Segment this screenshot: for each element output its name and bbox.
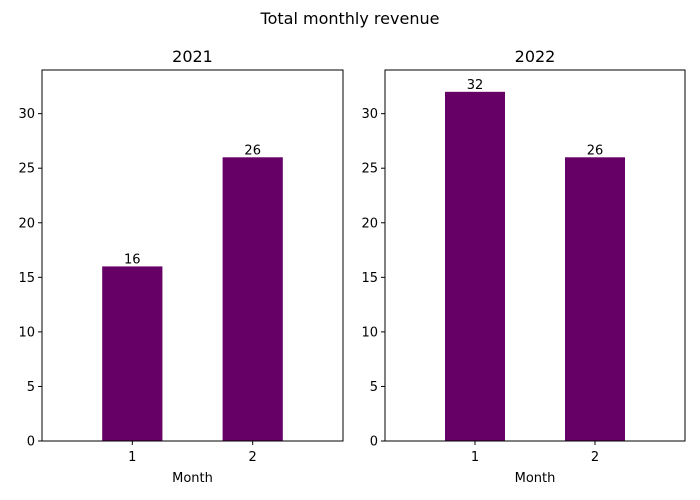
bar-data-label: 16 [124,252,141,267]
bar-data-label: 26 [244,143,261,158]
y-tick-label: 20 [18,216,35,231]
x-tick-label: 1 [471,450,479,465]
x-axis-label: Month [515,471,556,486]
x-tick-label: 1 [128,450,136,465]
axes-frame [41,69,344,442]
x-tick-label: 2 [591,450,599,465]
y-tick-label: 25 [361,162,378,177]
y-tick-label: 30 [361,107,378,122]
y-tick-label: 30 [18,107,35,122]
bar-data-label: 32 [467,78,484,93]
subplot-1: 16 26 0 5 10 15 20 25 30 1 2 2021 Month [18,47,344,486]
y-tick-label: 10 [361,325,378,340]
y-tick-label: 20 [361,216,378,231]
bar-month-1 [445,91,505,441]
y-tick-label: 25 [18,162,35,177]
bar-data-label: 26 [587,143,604,158]
y-tick-label: 5 [27,380,35,395]
y-tick-label: 0 [370,435,378,450]
bar-month-2 [222,157,283,441]
y-tick-label: 15 [18,271,35,286]
subplot-title: 2022 [515,47,556,66]
y-tick-label: 15 [361,271,378,286]
bar-month-1 [102,266,163,441]
y-tick-label: 5 [370,380,378,395]
y-tick-label: 0 [27,435,35,450]
axes-frame [384,69,686,442]
x-tick-label: 2 [249,450,257,465]
subplot-2: 32 26 0 5 10 15 20 25 30 1 2 2022 Month [361,47,686,486]
chart-suptitle: Total monthly revenue [260,9,440,28]
x-axis-label: Month [172,471,213,486]
subplot-title: 2021 [172,47,213,66]
bar-month-2 [565,157,625,441]
y-tick-label: 10 [18,325,35,340]
